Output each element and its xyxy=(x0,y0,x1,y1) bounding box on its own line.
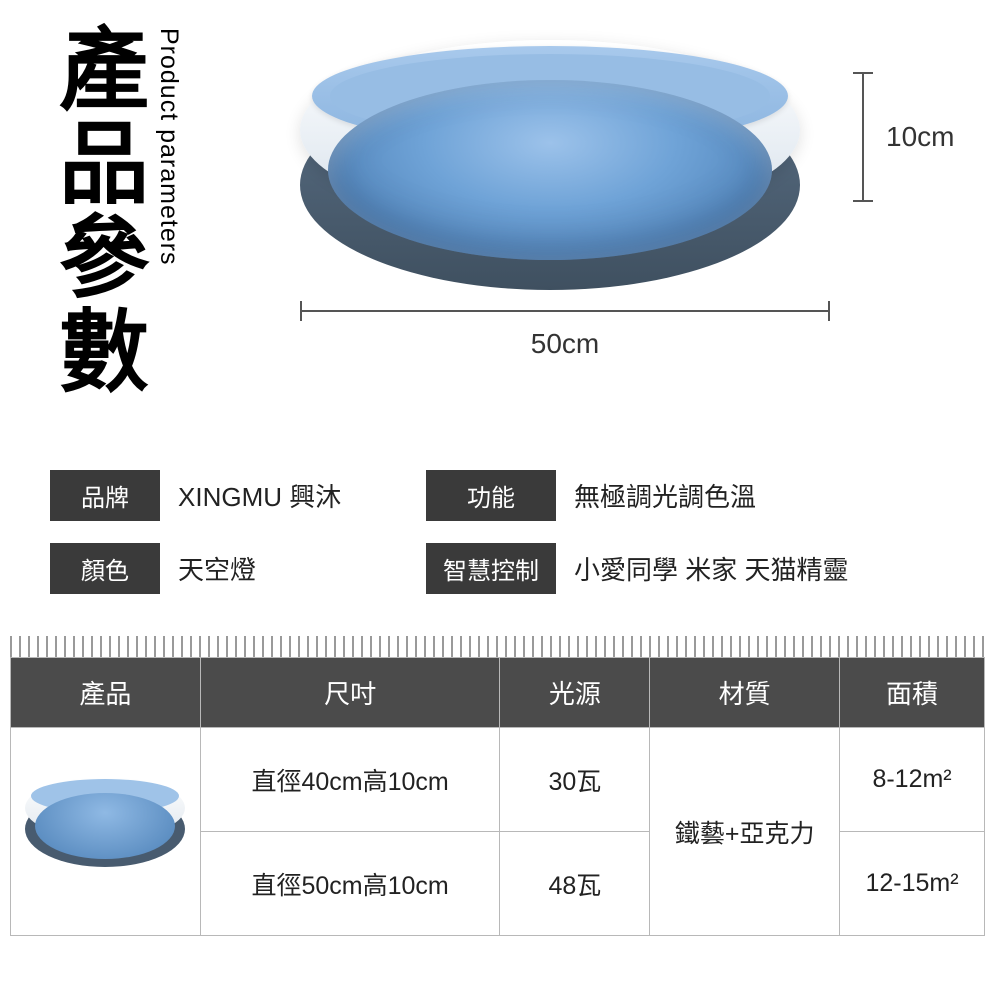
title-block: 產品參數 Product parameters xyxy=(50,22,183,398)
dim-height-label: 10cm xyxy=(886,121,954,153)
td-area-1: 12-15m² xyxy=(840,832,985,936)
th-product: 產品 xyxy=(11,658,201,728)
thumb-cell xyxy=(11,728,201,936)
spec-tag-brand: 品牌 xyxy=(50,470,160,521)
dimension-width: 50cm xyxy=(300,310,830,360)
spec-table: 產品 尺吋 光源 材質 面積 直徑40cm高10cm 30瓦 鐵藝+亞克力 8-… xyxy=(10,657,985,936)
td-area-0: 8-12m² xyxy=(840,728,985,832)
dim-v-line xyxy=(862,72,864,202)
dimension-height: 10cm xyxy=(862,72,954,202)
thumb-lamp-icon xyxy=(25,777,185,887)
spec-tag-function: 功能 xyxy=(426,470,556,521)
title-zh: 產品參數 xyxy=(50,22,140,398)
spec-val-smart: 小愛同學 米家 天猫精靈 xyxy=(574,550,954,587)
ruler-divider xyxy=(10,636,985,658)
product-image xyxy=(280,40,820,330)
td-size-1: 直徑50cm高10cm xyxy=(200,832,500,936)
spec-val-color: 天空燈 xyxy=(178,550,408,587)
spec-val-function: 無極調光調色溫 xyxy=(574,477,954,514)
td-size-0: 直徑40cm高10cm xyxy=(200,728,500,832)
th-material: 材質 xyxy=(650,658,840,728)
title-en: Product parameters xyxy=(154,28,183,266)
table-header-row: 產品 尺吋 光源 材質 面積 xyxy=(11,658,985,728)
spec-grid: 品牌 XINGMU 興沐 功能 無極調光調色溫 顏色 天空燈 智慧控制 小愛同學… xyxy=(50,470,988,594)
th-size: 尺吋 xyxy=(200,658,500,728)
spec-val-brand: XINGMU 興沐 xyxy=(178,477,408,514)
dim-width-label: 50cm xyxy=(300,328,830,360)
td-material: 鐵藝+亞克力 xyxy=(650,728,840,936)
lamp-illustration xyxy=(300,40,800,290)
table-row: 直徑40cm高10cm 30瓦 鐵藝+亞克力 8-12m² xyxy=(11,728,985,832)
dim-h-line xyxy=(300,310,830,312)
td-power-1: 48瓦 xyxy=(500,832,650,936)
spec-tag-color: 顏色 xyxy=(50,543,160,594)
th-area: 面積 xyxy=(840,658,985,728)
td-power-0: 30瓦 xyxy=(500,728,650,832)
th-power: 光源 xyxy=(500,658,650,728)
spec-tag-smart: 智慧控制 xyxy=(426,543,556,594)
top-section: 產品參數 Product parameters 10cm 50cm xyxy=(0,0,1000,420)
